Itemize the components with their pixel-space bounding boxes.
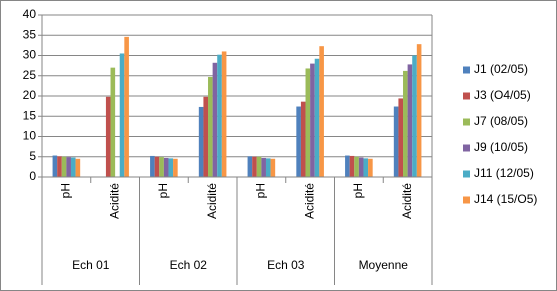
legend-swatch bbox=[463, 144, 470, 152]
bar bbox=[345, 155, 350, 177]
legend-swatch bbox=[463, 196, 470, 204]
bar bbox=[256, 156, 262, 177]
bar bbox=[349, 155, 355, 177]
bar bbox=[198, 106, 204, 177]
legend-swatch bbox=[463, 66, 470, 74]
bar bbox=[110, 67, 116, 177]
bar bbox=[208, 76, 213, 177]
legend-label: J9 (10/05) bbox=[474, 140, 528, 154]
y-tick-label: 20 bbox=[23, 88, 37, 102]
bar bbox=[407, 64, 413, 177]
bar bbox=[61, 156, 67, 177]
y-tick-label: 10 bbox=[23, 129, 37, 143]
bar bbox=[217, 54, 222, 177]
group-label: Moyenne bbox=[359, 258, 409, 272]
bar bbox=[393, 106, 399, 177]
bar bbox=[66, 157, 71, 177]
bar bbox=[105, 96, 111, 177]
bar bbox=[319, 46, 324, 178]
x-tick-label: Acidité bbox=[107, 183, 121, 219]
bar bbox=[300, 101, 306, 177]
bar bbox=[212, 62, 218, 177]
bar bbox=[252, 156, 257, 177]
bar bbox=[154, 156, 160, 177]
group-label: Ech 02 bbox=[170, 258, 208, 272]
bar bbox=[163, 157, 169, 177]
legend-label: J11 (12/05) bbox=[474, 166, 534, 180]
bar bbox=[150, 155, 155, 177]
legend-swatch bbox=[463, 170, 470, 178]
x-tick-label: pH bbox=[156, 183, 170, 198]
bar bbox=[119, 53, 125, 177]
bar bbox=[75, 158, 81, 177]
y-tick-label: 15 bbox=[23, 108, 37, 122]
legend-swatch bbox=[463, 118, 470, 126]
legend-label: J14 (15/O5) bbox=[474, 192, 537, 206]
x-tick-label: Acidité bbox=[400, 183, 414, 219]
bar bbox=[52, 155, 58, 177]
bar bbox=[314, 58, 320, 177]
bar bbox=[168, 158, 174, 177]
bar bbox=[310, 63, 315, 177]
bar bbox=[412, 55, 417, 177]
legend-label: J3 (O4/05) bbox=[474, 88, 531, 102]
bar bbox=[261, 157, 266, 177]
x-tick-label: Acidité bbox=[205, 183, 219, 219]
y-tick-label: 30 bbox=[23, 48, 37, 62]
bar bbox=[270, 158, 276, 177]
bar bbox=[221, 51, 227, 178]
x-tick-label: Acidité bbox=[302, 183, 316, 219]
bar bbox=[296, 106, 301, 177]
bar bbox=[124, 36, 129, 178]
x-tick-label: pH bbox=[254, 183, 268, 198]
bar bbox=[368, 158, 373, 177]
bar bbox=[159, 157, 164, 177]
legend-label: J1 (02/05) bbox=[474, 62, 528, 76]
group-label: Ech 01 bbox=[72, 258, 110, 272]
y-tick-label: 35 bbox=[23, 27, 37, 41]
bar bbox=[363, 158, 369, 177]
y-tick-label: 5 bbox=[29, 149, 36, 163]
bar bbox=[203, 96, 209, 177]
bar bbox=[398, 98, 404, 177]
bar bbox=[416, 44, 422, 177]
bar bbox=[70, 157, 76, 177]
bar bbox=[173, 158, 178, 177]
bar bbox=[265, 158, 271, 177]
bar bbox=[403, 70, 408, 177]
bar bbox=[354, 156, 359, 177]
y-tick-label: 40 bbox=[23, 7, 37, 21]
bar bbox=[247, 156, 253, 177]
y-tick-label: 25 bbox=[23, 68, 37, 82]
legend-label: J7 (08/05) bbox=[474, 114, 528, 128]
x-tick-label: pH bbox=[351, 183, 365, 198]
group-label: Ech 03 bbox=[267, 258, 305, 272]
bar bbox=[57, 156, 62, 177]
y-tick-label: 0 bbox=[29, 169, 36, 183]
x-tick-label: pH bbox=[59, 183, 73, 198]
bar bbox=[305, 68, 311, 177]
bar bbox=[358, 157, 364, 177]
legend-swatch bbox=[463, 92, 470, 100]
